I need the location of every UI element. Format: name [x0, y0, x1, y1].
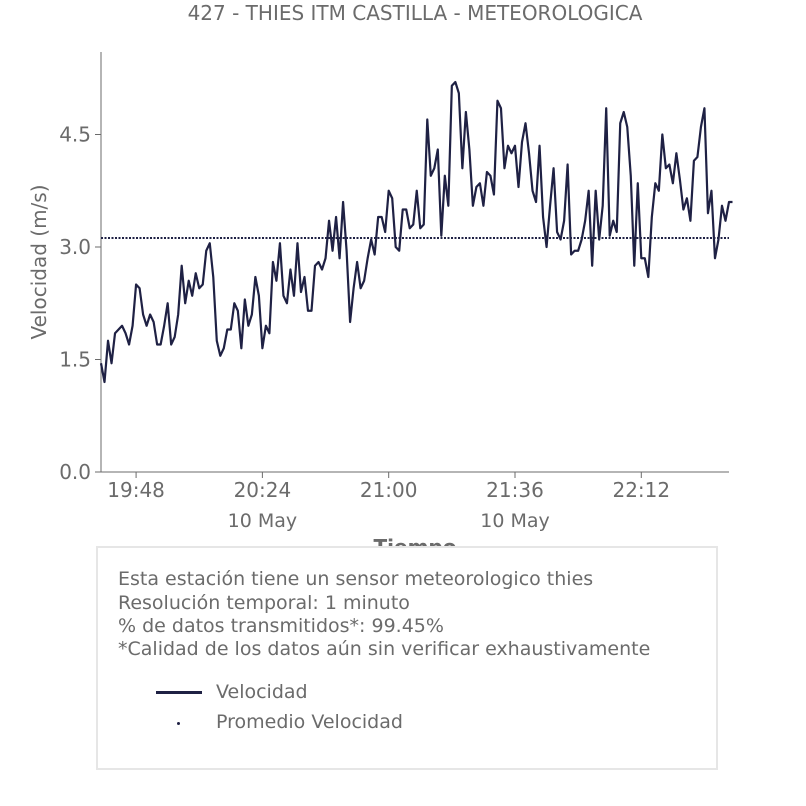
- x-ticks: 19:48 20:24 10 May 21:00 21:36 10 May 22:12: [107, 472, 670, 532]
- x-tick-date-label: 10 May: [228, 510, 298, 532]
- x-tick-label: 19:48: [107, 478, 165, 502]
- x-tick-label: 21:36: [486, 478, 544, 502]
- info-percent-text: % de datos transmitidos*: 99.45%: [118, 615, 444, 637]
- y-ticks: 0.0 1.5 3.0 4.5: [59, 123, 101, 484]
- info-station-text: Esta estación tiene un sensor meteorolog…: [118, 568, 594, 590]
- y-axis-label: Velocidad (m/s): [27, 184, 51, 339]
- y-tick-label: 0.0: [59, 460, 91, 484]
- legend-promedio-label: Promedio Velocidad: [216, 711, 403, 733]
- info-quality-text: *Calidad de los datos aún sin verificar …: [118, 638, 651, 660]
- x-tick-date-label: 10 May: [480, 510, 550, 532]
- legend-promedio-swatch: [177, 722, 180, 725]
- x-tick-label: 21:00: [360, 478, 418, 502]
- info-resolution-text: Resolución temporal: 1 minuto: [118, 592, 410, 614]
- x-tick-label: 22:12: [612, 478, 670, 502]
- info-box: Esta estación tiene un sensor meteorolog…: [96, 546, 718, 770]
- y-tick-label: 3.0: [59, 235, 91, 259]
- legend-velocidad-label: Velocidad: [216, 681, 308, 703]
- legend-velocidad-swatch: [156, 691, 202, 694]
- series-velocidad-line: [99, 80, 733, 384]
- y-tick-label: 1.5: [59, 348, 91, 372]
- chart-title: 427 - THIES ITM CASTILLA - METEOROLOGICA: [188, 1, 643, 25]
- y-tick-label: 4.5: [59, 123, 91, 147]
- x-tick-label: 20:24: [234, 478, 292, 502]
